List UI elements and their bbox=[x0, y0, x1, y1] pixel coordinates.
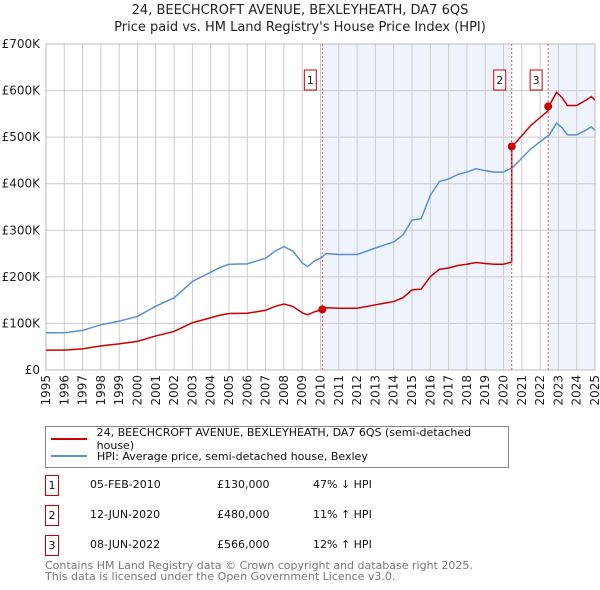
x-tick-label: 2025 bbox=[588, 375, 600, 406]
transaction-date: 08-JUN-2022 bbox=[90, 538, 161, 551]
transaction-hpi: 11% ↑ HPI bbox=[313, 508, 372, 521]
y-tick-label: £500K bbox=[2, 130, 42, 144]
shaded-region bbox=[548, 44, 595, 370]
legend-item-property: 24, BEECHCROFT AVENUE, BEXLEYHEATH, DA7 … bbox=[46, 426, 508, 452]
sale-marker-label: 2 bbox=[496, 74, 503, 87]
transaction-date: 05-FEB-2010 bbox=[90, 478, 161, 491]
x-tick-label: 2005 bbox=[222, 375, 236, 406]
x-tick-label: 1995 bbox=[39, 375, 53, 406]
price-chart: 1995 1996 1997 1998 1999 2000 2001 2002 2003 2004… bbox=[2, 37, 600, 406]
transaction-price: £130,000 bbox=[217, 478, 270, 491]
x-tick-label: 2015 bbox=[405, 375, 419, 406]
legend: 24, BEECHCROFT AVENUE, BEXLEYHEATH, DA7 … bbox=[45, 426, 509, 468]
shaded-region bbox=[322, 44, 512, 370]
footer-copyright: Contains HM Land Registry data © Crown c… bbox=[45, 559, 473, 572]
x-tick-label: 2023 bbox=[551, 375, 565, 406]
legend-label-hpi: HPI: Average price, semi-detached house,… bbox=[97, 449, 368, 463]
sale-marker-label: 3 bbox=[533, 74, 540, 87]
hpi-line bbox=[46, 122, 596, 334]
x-tick-label: 2021 bbox=[515, 375, 529, 406]
x-tick-label: 2024 bbox=[570, 375, 584, 406]
transaction-marker: 3 bbox=[45, 535, 59, 556]
x-tick-label: 2010 bbox=[314, 375, 328, 406]
x-tick-label: 2008 bbox=[277, 375, 291, 406]
x-tick-label: 2016 bbox=[423, 375, 437, 406]
chart-title: 24, BEECHCROFT AVENUE, BEXLEYHEATH, DA7 … bbox=[131, 3, 469, 18]
x-tick-label: 2009 bbox=[295, 375, 309, 406]
y-tick-label: £100K bbox=[2, 316, 42, 330]
footer-licence: This data is licensed under the Open Gov… bbox=[45, 570, 396, 583]
x-tick-label: 2017 bbox=[442, 375, 456, 406]
sale-marker-box bbox=[303, 69, 317, 91]
x-tick-label: 2003 bbox=[185, 375, 199, 406]
x-tick-label: 1999 bbox=[112, 375, 126, 406]
sale-marker-label: 1 bbox=[307, 74, 314, 87]
x-tick-label: 2018 bbox=[460, 375, 474, 406]
chart-subtitle: Price paid vs. HM Land Registry's House … bbox=[114, 20, 486, 35]
y-tick-label: £0 bbox=[25, 363, 40, 377]
sale-point bbox=[544, 102, 553, 111]
x-tick-label: 2022 bbox=[533, 375, 547, 406]
x-tick-label: 2011 bbox=[332, 375, 346, 406]
y-tick-label: £400K bbox=[2, 177, 42, 191]
x-tick-label: 2013 bbox=[368, 375, 382, 406]
property-price-line bbox=[46, 91, 596, 351]
x-tick-label: 1997 bbox=[76, 375, 90, 406]
legend-label-property: 24, BEECHCROFT AVENUE, BEXLEYHEATH, DA7 … bbox=[96, 426, 472, 452]
x-tick-label: 2014 bbox=[387, 375, 401, 406]
x-tick-label: 1996 bbox=[57, 375, 71, 406]
transaction-hpi: 12% ↑ HPI bbox=[313, 538, 372, 551]
sale-point bbox=[318, 305, 327, 314]
y-tick-label: £600K bbox=[2, 84, 42, 98]
x-tick-label: 2020 bbox=[497, 375, 511, 406]
x-tick-label: 2019 bbox=[478, 375, 492, 406]
transaction-marker: 1 bbox=[45, 475, 59, 496]
x-tick-label: 2001 bbox=[149, 375, 163, 406]
x-tick-label: 2012 bbox=[350, 375, 364, 406]
transaction-marker: 2 bbox=[45, 505, 59, 526]
x-tick-label: 2000 bbox=[131, 375, 145, 406]
transaction-date: 12-JUN-2020 bbox=[90, 508, 161, 521]
legend-swatch-property bbox=[51, 438, 87, 440]
x-tick-label: 2002 bbox=[167, 375, 181, 406]
transaction-hpi: 47% ↓ HPI bbox=[313, 478, 372, 491]
y-tick-label: £200K bbox=[2, 270, 42, 284]
y-tick-label: £300K bbox=[2, 223, 42, 237]
x-tick-label: 2004 bbox=[204, 375, 218, 406]
transaction-price: £480,000 bbox=[217, 508, 270, 521]
legend-item-hpi: HPI: Average price, semi-detached house,… bbox=[46, 448, 368, 464]
sale-marker-box bbox=[529, 69, 543, 91]
y-tick-label: £700K bbox=[2, 37, 42, 51]
transaction-price: £566,000 bbox=[217, 538, 270, 551]
legend-swatch-hpi bbox=[51, 455, 87, 457]
plot-frame bbox=[45, 43, 596, 371]
x-tick-label: 1998 bbox=[94, 375, 108, 406]
sale-marker-box bbox=[493, 69, 507, 91]
x-tick-label: 2007 bbox=[259, 375, 273, 406]
footer: Contains HM Land Registry data © Crown c… bbox=[45, 560, 473, 582]
x-tick-label: 2006 bbox=[240, 375, 254, 406]
sale-point bbox=[507, 142, 516, 151]
